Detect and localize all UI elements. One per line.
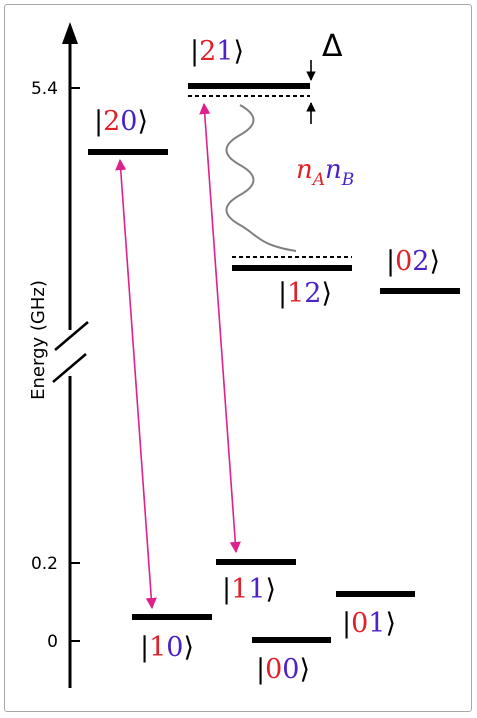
ket-label-20: |20⟩ xyxy=(94,106,148,137)
axis-arrowhead xyxy=(62,22,78,44)
ket-label-02: |02⟩ xyxy=(386,246,440,277)
ket-label-11: |11⟩ xyxy=(222,574,276,605)
tick-label: 0 xyxy=(47,632,58,652)
transition-arrow-21-11 xyxy=(199,102,241,554)
detuning-marker: Δ xyxy=(306,29,343,124)
energy-levels xyxy=(88,83,460,643)
tick-label: 0.2 xyxy=(31,554,58,574)
axis-break-mark xyxy=(54,321,89,351)
ket-label-10: |10⟩ xyxy=(140,632,194,663)
tick-label: 5.4 xyxy=(31,79,58,99)
detuning-symbol: Δ xyxy=(322,29,343,64)
energy-axis: 5.4 0.2 0 Energy (GHz) xyxy=(28,22,89,688)
axis-label: Energy (GHz) xyxy=(28,280,49,400)
transition-arrow-20-10 xyxy=(115,158,157,610)
axis-break-mark xyxy=(52,353,87,383)
ket-label-01: |01⟩ xyxy=(342,608,396,639)
ket-label-21: |21⟩ xyxy=(190,36,244,67)
transitions xyxy=(115,102,241,610)
ket-label-00: |00⟩ xyxy=(256,654,310,685)
coupling-wavy-line xyxy=(225,104,297,252)
coupling-label: nAnB xyxy=(296,155,354,190)
ket-label-12: |12⟩ xyxy=(278,278,332,309)
